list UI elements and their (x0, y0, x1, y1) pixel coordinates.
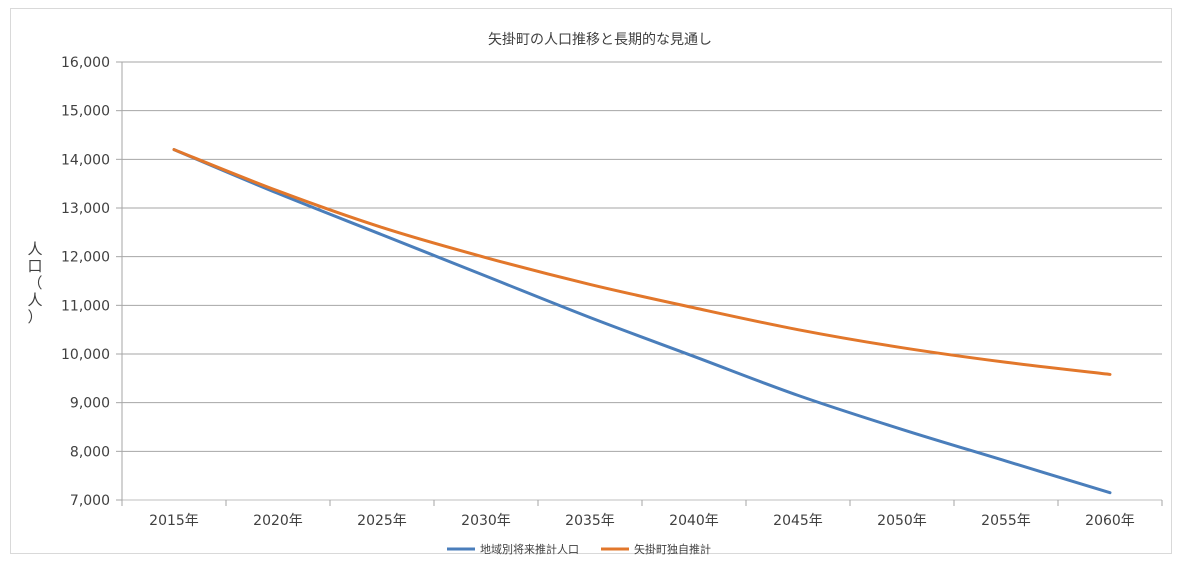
y-axis-label-char: 人 (27, 291, 42, 309)
x-tick-label: 2030年 (461, 513, 511, 529)
legend-label: 地域別将来推計人口 (480, 542, 579, 556)
y-axis-label-char: （ (27, 274, 42, 292)
y-tick-label: 8,000 (70, 444, 110, 460)
y-tick-label: 9,000 (70, 396, 110, 412)
y-axis-label-char: 人 (27, 240, 42, 258)
y-tick-label: 13,000 (61, 201, 110, 217)
x-tick-label: 2035年 (565, 513, 615, 529)
chart-title: 矢掛町の人口推移と長期的な見通し (488, 32, 712, 48)
x-axis-ticks: 2015年 2020年 2025年 2030年 2035年 2040年 2045年 2050年… (121, 500, 1163, 529)
x-tick-label: 2025年 (357, 513, 407, 529)
x-tick-label: 2045年 (773, 513, 823, 529)
y-tick-label: 11,000 (61, 298, 110, 314)
series-lines (172, 148, 1112, 495)
gridlines (116, 61, 1162, 501)
y-axis-label-char: ） (27, 308, 42, 326)
x-tick-label: 2015年 (149, 513, 199, 529)
y-axis-label-char: 口 (27, 257, 42, 275)
x-tick-label: 2020年 (253, 513, 303, 529)
legend-label: 矢掛町独自推計 (634, 542, 711, 556)
x-tick-label: 2040年 (669, 513, 719, 529)
legend: 地域別将来推計人口 矢掛町独自推計 (447, 542, 711, 556)
x-tick-label: 2060年 (1085, 513, 1135, 529)
series-line (172, 148, 1112, 376)
y-axis-ticks: 7,000 8,000 9,000 10,000 11,000 12,000 13,000 1… (61, 55, 110, 509)
y-tick-label: 14,000 (61, 152, 110, 168)
series-line (172, 148, 1112, 495)
y-tick-label: 10,000 (61, 347, 110, 363)
x-tick-label: 2050年 (877, 513, 927, 529)
y-tick-label: 12,000 (61, 250, 110, 266)
y-tick-label: 16,000 (61, 55, 110, 71)
y-axis-label: 人口（人） (27, 240, 42, 326)
y-tick-label: 15,000 (61, 104, 110, 120)
y-tick-label: 7,000 (70, 493, 110, 509)
chart-frame (10, 8, 1172, 554)
x-tick-label: 2055年 (981, 513, 1031, 529)
